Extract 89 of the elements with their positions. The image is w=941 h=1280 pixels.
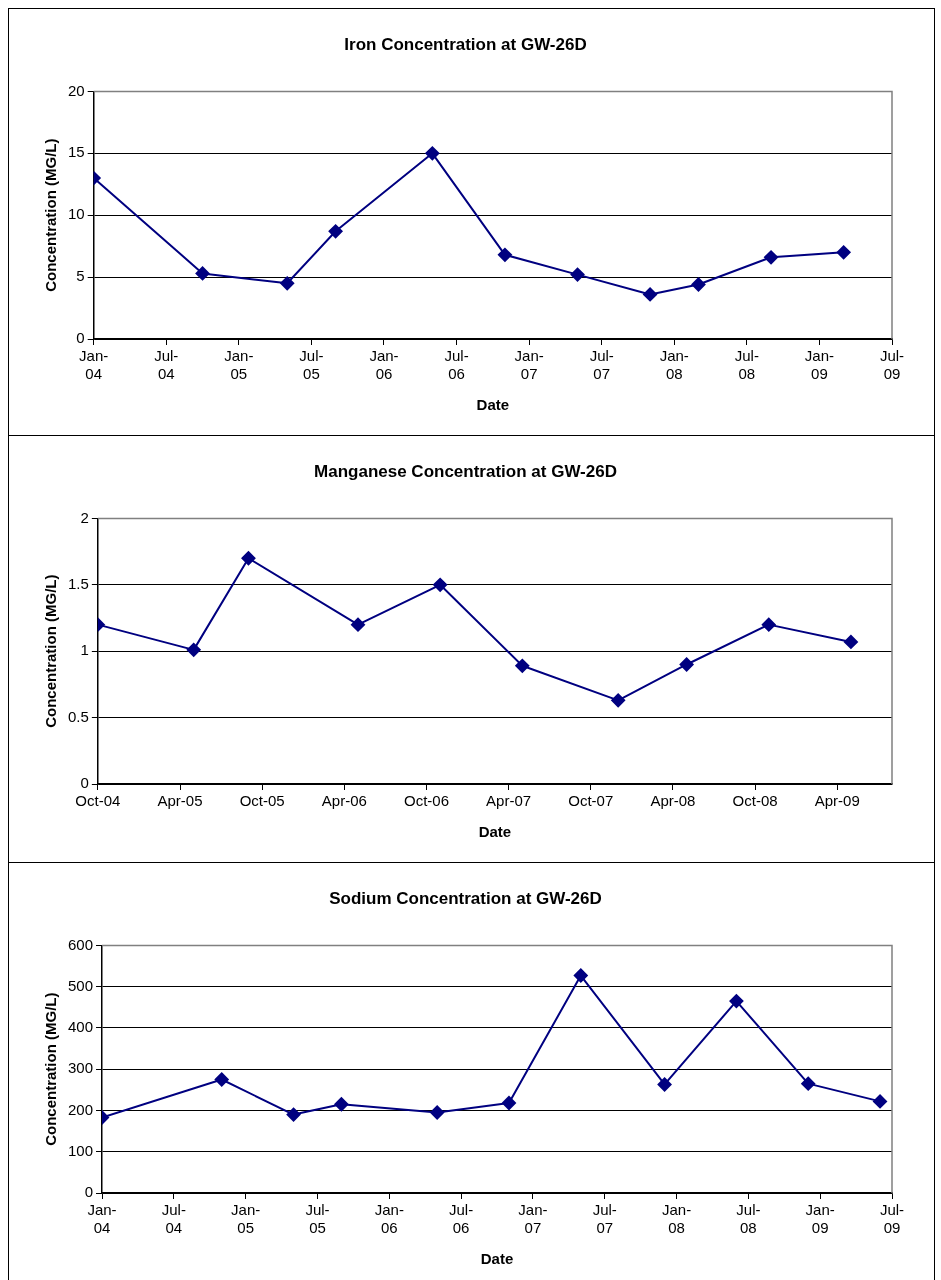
y-tick-label: 20 <box>68 81 85 99</box>
point <box>801 1076 816 1091</box>
point <box>501 1096 516 1111</box>
point <box>280 276 295 291</box>
x-tick-label: Jan-09 <box>804 347 835 383</box>
point <box>573 968 588 983</box>
point <box>186 642 201 657</box>
y-tick-label: 2 <box>80 508 89 526</box>
point <box>214 1072 229 1087</box>
point <box>497 247 512 262</box>
x-tick-label: Jan-04 <box>87 1201 117 1237</box>
y-tick-label: 0.5 <box>67 707 89 725</box>
x-tick-label: Apr-06 <box>321 792 367 810</box>
y-tick-label: 5 <box>76 267 85 285</box>
point <box>657 1077 672 1092</box>
x-tick-label: Jan-06 <box>369 347 399 383</box>
x-tick-label: Jul-07 <box>589 347 614 383</box>
x-tick-label: Apr-05 <box>157 792 203 810</box>
y-tick-label: 0 <box>80 774 89 792</box>
x-tick-label: Jan-05 <box>224 347 254 383</box>
y-tick-label: 600 <box>68 935 94 953</box>
chart-title: Iron Concentration at GW-26D <box>344 34 587 54</box>
x-tick-label: Jan-06 <box>374 1201 404 1237</box>
x-tick-label: Apr-08 <box>650 792 696 810</box>
chart-title: Manganese Concentration at GW-26D <box>314 461 617 481</box>
x-tick-label: Jul-05 <box>305 1201 330 1237</box>
point <box>433 577 448 592</box>
y-tick-label: 300 <box>68 1059 94 1077</box>
x-tick-label: Jul-04 <box>161 1201 186 1237</box>
x-axis-title: Date <box>478 823 512 841</box>
y-tick-label: 10 <box>68 205 85 223</box>
point <box>873 1094 888 1109</box>
x-tick-label: Apr-07 <box>486 792 532 810</box>
point <box>691 277 706 292</box>
x-tick-label: Jul-06 <box>444 347 469 383</box>
point <box>764 250 779 265</box>
x-tick-label: Oct-08 <box>732 792 778 810</box>
x-tick-label: Jul-08 <box>736 1201 761 1237</box>
y-axis-title: Concentration (MG/L) <box>42 138 60 292</box>
point <box>679 657 694 672</box>
point <box>836 245 851 260</box>
x-axis-title: Date <box>476 396 510 414</box>
point <box>761 617 776 632</box>
y-axis-title: Concentration (MG/L) <box>42 992 60 1146</box>
y-tick-label: 15 <box>68 143 85 161</box>
x-tick-label: Jan-05 <box>231 1201 261 1237</box>
x-tick-label: Jul-09 <box>879 1201 905 1237</box>
x-tick-label: Jan-07 <box>514 347 544 383</box>
point <box>241 551 256 566</box>
x-tick-label: Oct-05 <box>239 792 285 810</box>
y-tick-label: 1 <box>80 641 89 659</box>
y-axis-title: Concentration (MG/L) <box>42 574 60 728</box>
point <box>843 634 858 649</box>
x-tick-label: Jul-04 <box>154 347 179 383</box>
y-tick-label: 500 <box>68 976 94 994</box>
x-tick-label: Oct-07 <box>568 792 614 810</box>
y-tick-label: 400 <box>68 1018 94 1036</box>
y-tick-label: 1.5 <box>67 574 89 592</box>
x-tick-label: Jul-09 <box>879 347 905 383</box>
x-tick-label: Jul-05 <box>299 347 324 383</box>
point <box>334 1097 349 1112</box>
point <box>515 658 530 673</box>
point <box>286 1107 301 1122</box>
point <box>351 617 365 632</box>
x-tick-label: Jan-08 <box>659 347 689 383</box>
chart-title: Sodium Concentration at GW-26D <box>329 888 602 908</box>
x-tick-label: Jul-06 <box>449 1201 474 1237</box>
x-tick-label: Jul-07 <box>592 1201 617 1237</box>
point <box>643 287 658 302</box>
point <box>611 693 626 708</box>
point <box>729 994 744 1009</box>
y-tick-label: 0 <box>84 1183 94 1201</box>
x-tick-label: Jan-07 <box>518 1201 548 1237</box>
x-tick-label: Jul-08 <box>734 347 759 383</box>
x-axis-title: Date <box>480 1250 514 1268</box>
point <box>430 1105 445 1120</box>
point <box>570 267 585 282</box>
x-tick-label: Jan-04 <box>79 347 109 383</box>
x-tick-label: Oct-06 <box>403 792 449 810</box>
x-tick-label: Apr-09 <box>814 792 860 810</box>
y-tick-label: 100 <box>68 1141 94 1159</box>
point <box>195 266 210 281</box>
y-tick-label: 0 <box>76 329 85 347</box>
point <box>425 146 440 161</box>
x-tick-label: Jan-09 <box>805 1201 835 1237</box>
x-tick-label: Oct-04 <box>75 792 121 810</box>
point <box>328 224 343 239</box>
y-tick-label: 200 <box>68 1100 94 1118</box>
x-tick-label: Jan-08 <box>661 1201 692 1237</box>
